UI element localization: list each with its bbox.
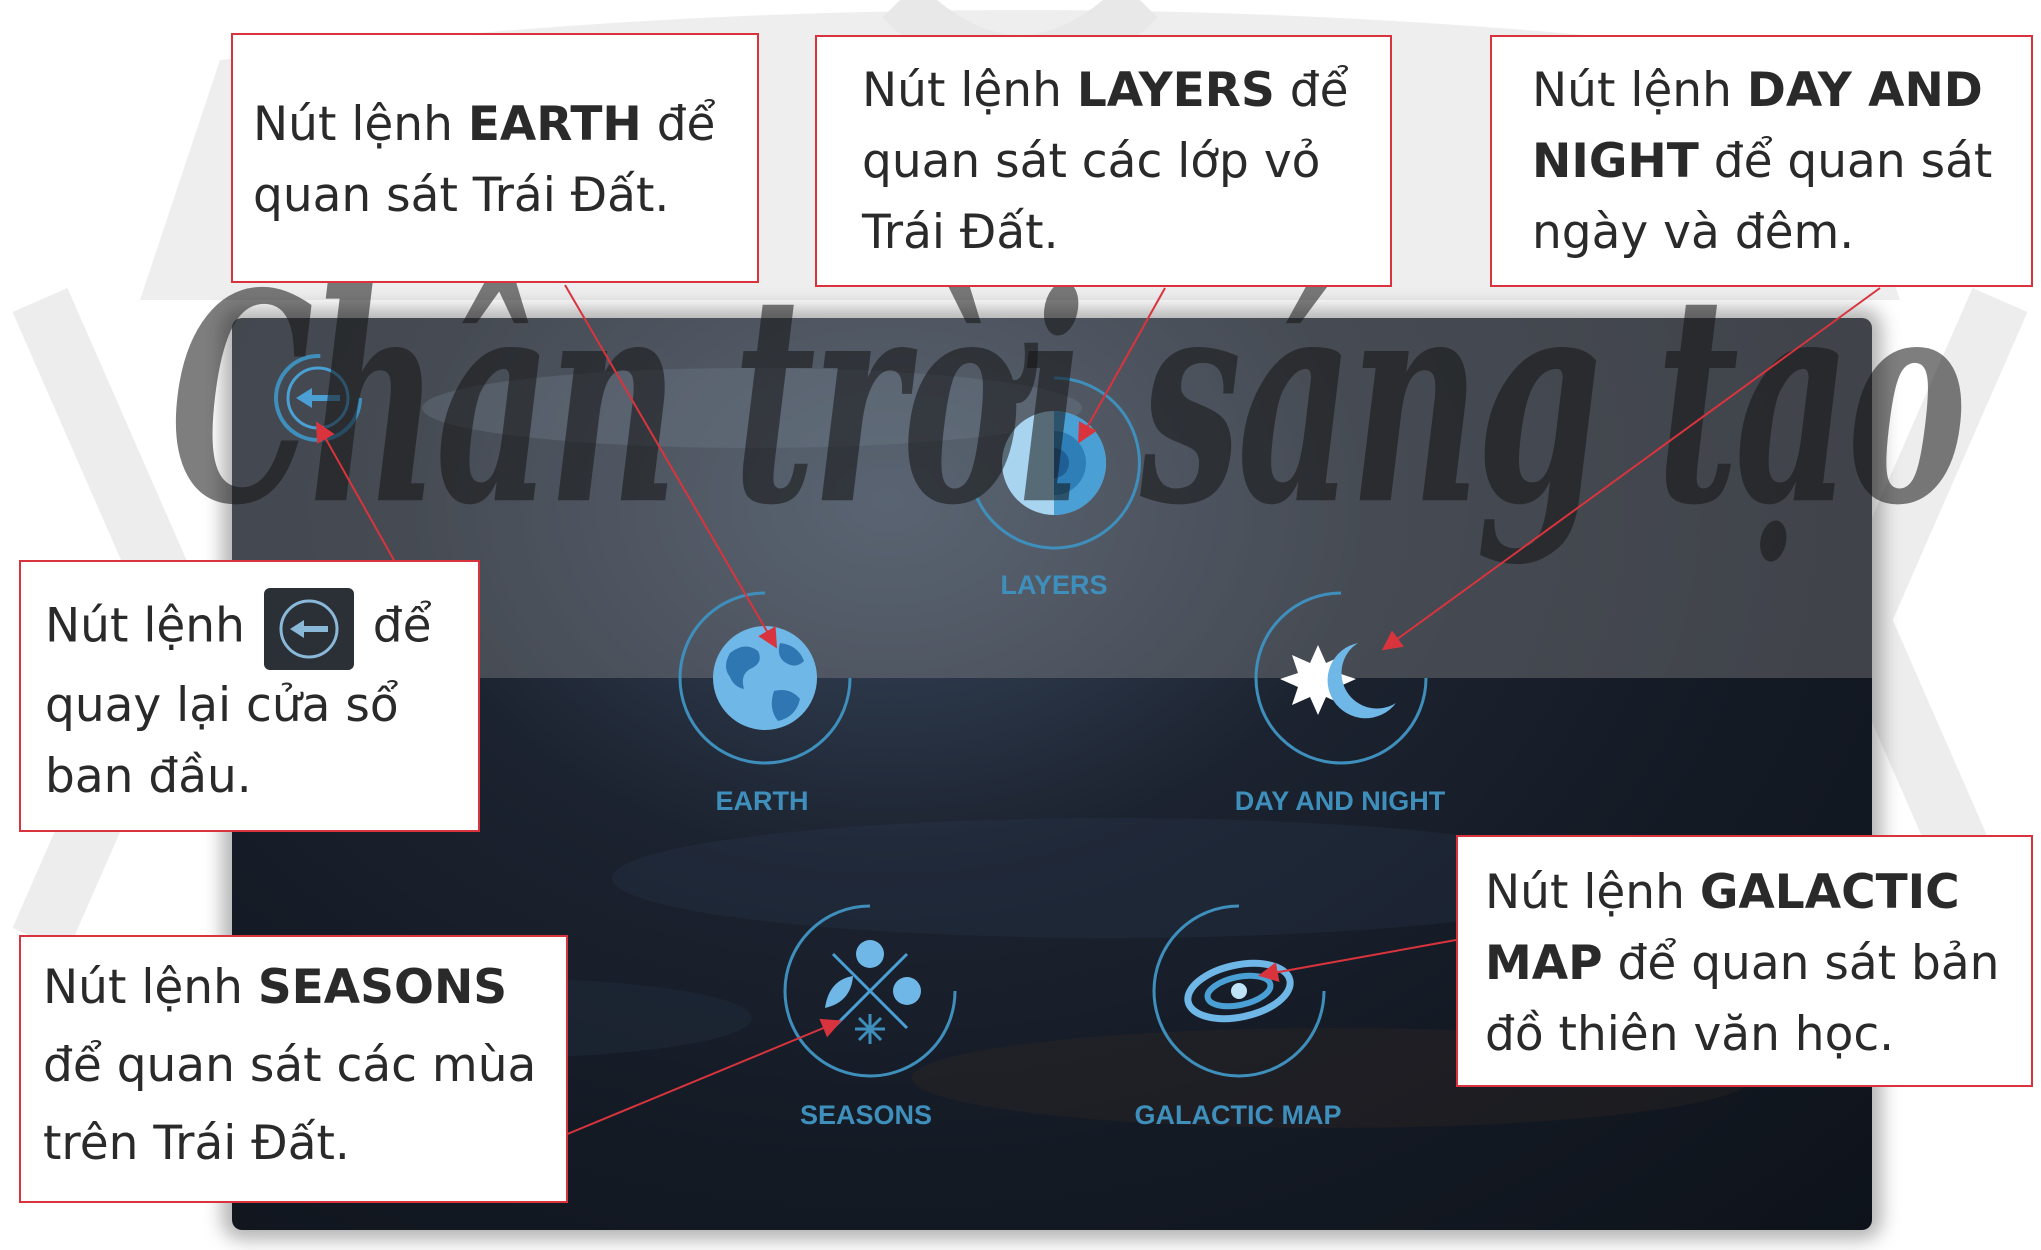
seasons-icon: [783, 904, 957, 1078]
callout-day-and-night: Nút lệnh DAY AND NIGHT để quan sát ngày …: [1490, 35, 2033, 287]
galactic-map-label: GALACTIC MAP: [1134, 1100, 1342, 1130]
layers-label: LAYERS: [1000, 570, 1108, 600]
galaxy-icon: [1152, 904, 1326, 1078]
seasons-label: SEASONS: [799, 1100, 933, 1130]
callout-seasons: Nút lệnh SEASONS để quan sát các mùa trê…: [19, 935, 568, 1203]
callout-layers: Nút lệnh LAYERS để quan sát các lớp vỏ T…: [815, 35, 1392, 287]
callout-back: Nút lệnh để quay lại cửa sổ ban đầu.: [19, 560, 480, 832]
day-and-night-button[interactable]: [1246, 583, 1436, 773]
galactic-map-button[interactable]: [1144, 896, 1334, 1086]
back-arrow-icon: [263, 588, 354, 670]
day-and-night-label: DAY AND NIGHT: [1234, 786, 1446, 816]
earth-button[interactable]: [670, 583, 860, 773]
callout-galactic-map: Nút lệnh GALACTIC MAP để quan sát bản đồ…: [1456, 835, 2033, 1087]
earth-label: EARTH: [715, 786, 809, 816]
sun-moon-icon: [1254, 591, 1428, 765]
callout-earth: Nút lệnh EARTH để quan sát Trái Đất.: [231, 33, 759, 283]
seasons-button[interactable]: [775, 896, 965, 1086]
earth-globe-icon: [678, 591, 852, 765]
